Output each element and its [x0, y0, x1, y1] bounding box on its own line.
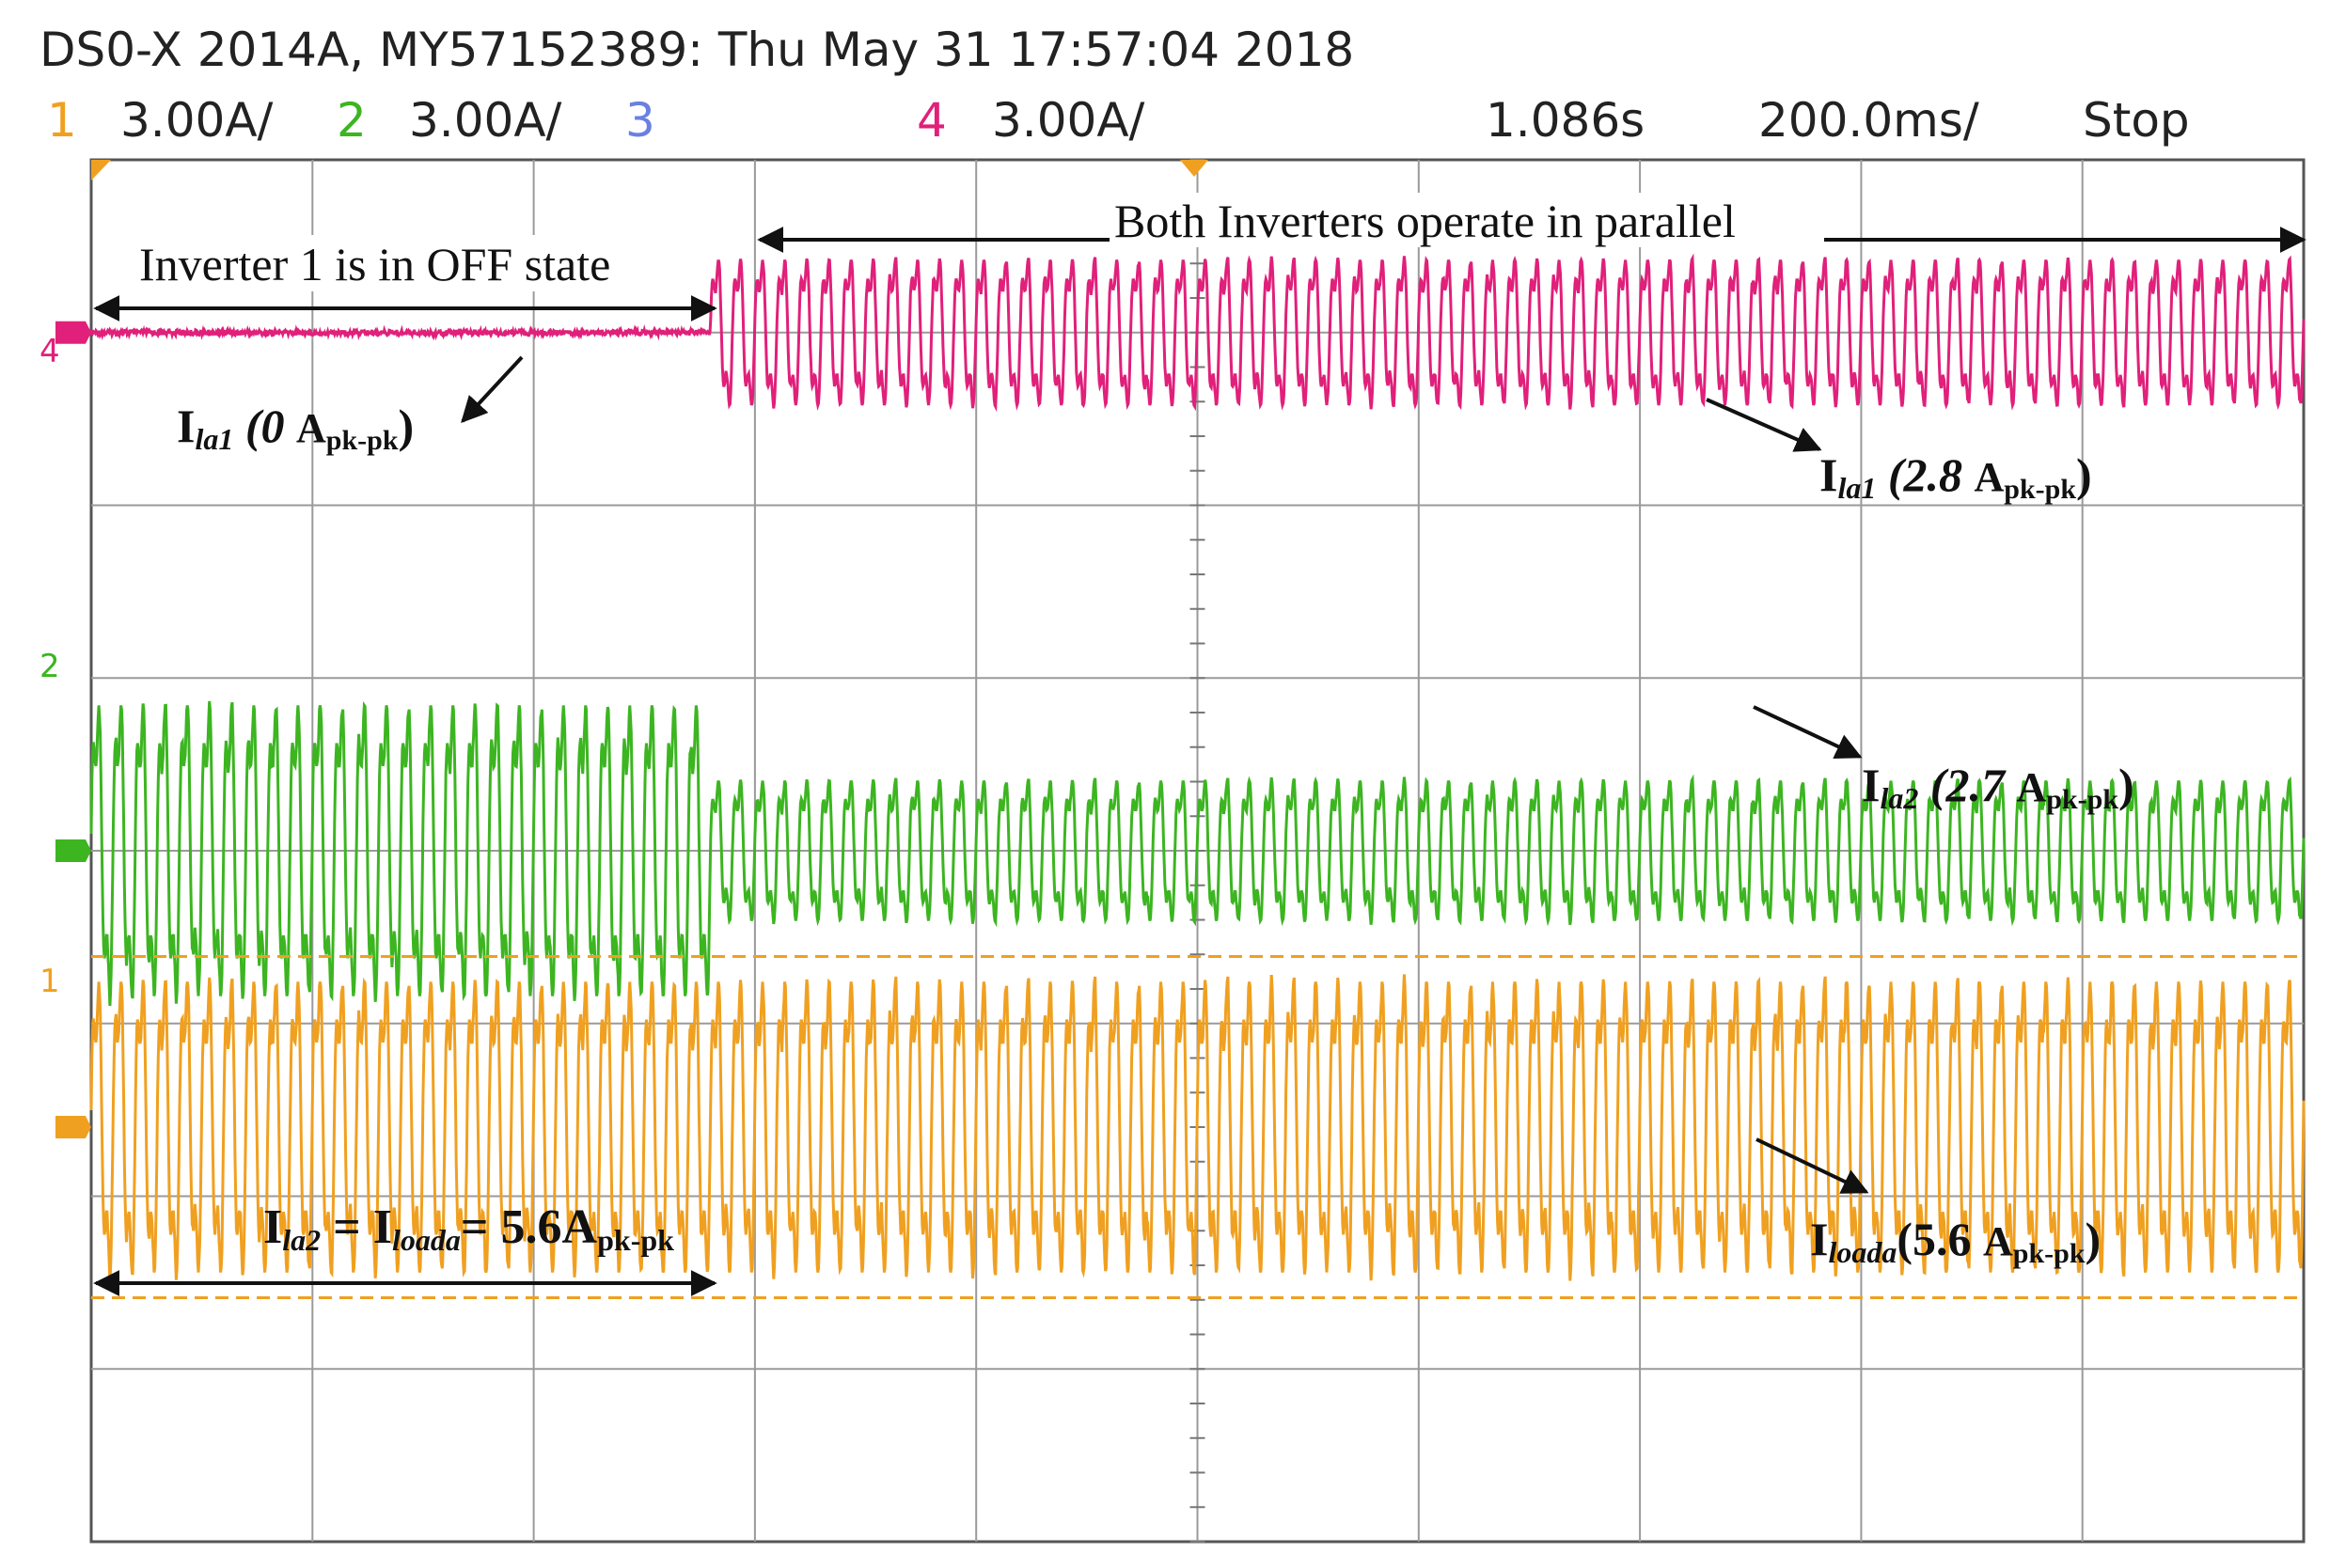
scope-header: DS0-X 2014A, MY57152389: Thu May 31 17:5…: [39, 23, 2190, 148]
channel-3-number: 3: [625, 93, 655, 148]
channel-4-scale: 3.00A/: [992, 93, 1145, 148]
ila1-after-label: Ila1 (2.8 Apk-pk): [1819, 448, 2092, 505]
channel-1-scale: 3.00A/: [120, 93, 274, 148]
parallel-label: Both Inverters operate in parallel: [1114, 195, 1736, 247]
ila1-before-label: Ila1 (0 Apk-pk): [177, 400, 414, 456]
ground-marker-ch2-label: 2: [39, 648, 60, 685]
time-scale: 200.0ms/: [1758, 93, 1979, 148]
channel-1-number: 1: [47, 93, 77, 148]
equality-label: Ila2 = Iloada= 5.6Apk-pk: [263, 1200, 674, 1257]
annotation-text: Inverter 1 is in OFF state Both Inverter…: [136, 193, 2134, 1269]
trigger-position-marker: [1180, 160, 1208, 177]
ila2-after-pointer: [1753, 705, 1863, 759]
trace-channel-1: [89, 974, 2306, 1282]
ground-marker-channel-4: [55, 321, 91, 344]
scope-title: DS0-X 2014A, MY57152389: Thu May 31 17:5…: [39, 23, 1354, 77]
ila2-after-label: Ila2 (2.7 Apk-pk): [1862, 759, 2134, 815]
channel-4-number: 4: [917, 93, 947, 148]
off-state-label: Inverter 1 is in OFF state: [139, 238, 610, 290]
trace-channel-2: [89, 700, 2306, 1006]
ground-marker-channel-2: [55, 839, 91, 862]
run-state: Stop: [2083, 93, 2190, 148]
iload-after-pointer: [1755, 1137, 1869, 1194]
ground-marker-ch4-label: 4: [39, 333, 60, 370]
parallel-label-bg: [1110, 193, 1824, 247]
scope-markers: 4 2 1: [39, 160, 1208, 1000]
ground-marker-ch1-label: 1: [39, 963, 60, 1000]
channel-2-scale: 3.00A/: [409, 93, 562, 148]
off-state-label-bg: [136, 235, 677, 291]
ila1-after-pointer: [1706, 398, 1822, 452]
ila1-before-pointer: [461, 355, 524, 424]
scope-traces: [55, 253, 2306, 1299]
iload-after-label: Iloada(5.6 Apk-pk): [1810, 1213, 2101, 1269]
ground-marker-channel-1: [55, 1116, 91, 1138]
left-time-marker: [91, 160, 111, 180]
channel-2-number: 2: [337, 93, 367, 148]
time-position: 1.086s: [1486, 93, 1645, 148]
trace-channel-4: [89, 253, 2306, 413]
